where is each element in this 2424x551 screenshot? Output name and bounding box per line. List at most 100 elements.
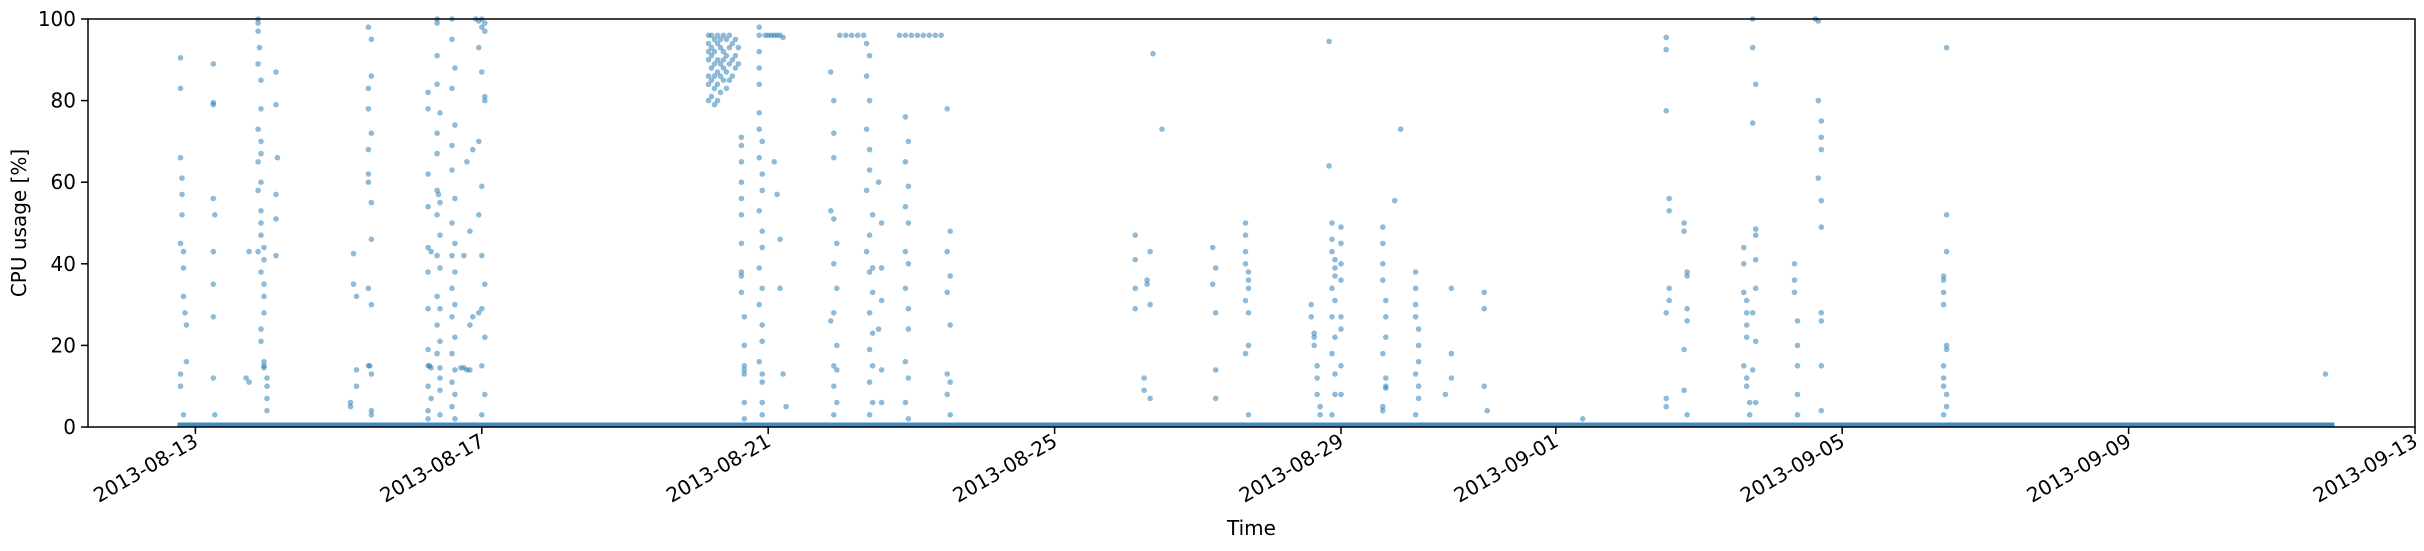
data-point (866, 52, 873, 59)
data-point (708, 32, 715, 39)
data-point (1212, 265, 1219, 271)
data-point (947, 379, 953, 385)
data-point (1383, 297, 1389, 304)
data-point (863, 126, 870, 132)
data-point (1332, 256, 1338, 263)
data-point (828, 318, 834, 324)
data-point (1743, 383, 1750, 390)
data-point (1332, 297, 1338, 304)
data-point (756, 110, 762, 116)
data-point (729, 57, 736, 63)
data-point (452, 416, 458, 422)
y-tick-label: 40 (51, 252, 76, 276)
data-point (449, 285, 455, 292)
data-point (1663, 46, 1669, 53)
data-point (1397, 126, 1404, 132)
data-point (425, 407, 431, 414)
data-point (425, 269, 431, 275)
data-point (425, 383, 431, 390)
data-point (179, 191, 185, 198)
data-point (434, 252, 440, 259)
data-point (452, 122, 458, 128)
data-point (1141, 387, 1147, 394)
data-point (1338, 314, 1344, 320)
data-point (1741, 363, 1747, 369)
data-point (212, 212, 218, 218)
data-point (1743, 297, 1750, 304)
data-point (831, 310, 837, 316)
data-point (482, 97, 488, 104)
data-point (738, 142, 745, 149)
data-point (705, 81, 712, 88)
data-point (1684, 269, 1690, 275)
data-point (368, 407, 375, 414)
data-point (1242, 220, 1249, 226)
data-point (425, 89, 431, 96)
data-point (1681, 220, 1687, 226)
data-point (759, 399, 765, 406)
data-point (1380, 277, 1386, 283)
y-tick-label: 20 (51, 333, 76, 357)
data-point (738, 134, 745, 141)
data-point (1147, 395, 1153, 402)
data-point (1794, 342, 1801, 349)
x-axis-label: Time (1226, 516, 1276, 540)
data-point (368, 236, 375, 243)
x-tick-label: 2013-09-05 (1736, 429, 1849, 508)
data-point (1383, 375, 1389, 381)
data-point (1415, 383, 1422, 390)
data-point (479, 69, 485, 75)
data-point (902, 399, 909, 406)
data-point (1749, 44, 1756, 51)
data-point (759, 187, 765, 194)
data-point (210, 101, 217, 108)
data-point (720, 48, 727, 55)
data-point (1943, 212, 1950, 218)
data-point (831, 363, 837, 369)
data-point (723, 85, 730, 92)
data-point (1212, 367, 1219, 373)
data-point (905, 261, 912, 267)
data-point (705, 48, 712, 55)
data-point (908, 32, 915, 39)
data-point (866, 146, 873, 153)
data-point (479, 24, 485, 31)
data-point (711, 48, 718, 55)
data-point (258, 326, 264, 332)
data-point (177, 240, 184, 247)
data-point (1741, 261, 1747, 267)
data-point (368, 412, 375, 418)
data-point (738, 289, 745, 296)
data-point (738, 212, 745, 218)
data-point (210, 195, 217, 202)
data-point (368, 73, 375, 79)
data-point (717, 61, 724, 67)
data-point (1329, 350, 1335, 357)
data-point (1818, 197, 1825, 204)
data-point (437, 412, 443, 418)
data-point (449, 85, 455, 92)
data-point (1329, 248, 1335, 255)
data-point (741, 399, 748, 406)
data-point (1329, 236, 1335, 243)
data-point (1332, 371, 1338, 377)
data-point (258, 138, 264, 145)
data-point (437, 305, 443, 312)
data-point (723, 36, 730, 43)
data-point (437, 375, 443, 381)
data-point (1749, 310, 1756, 316)
data-point (863, 40, 870, 47)
data-point (860, 32, 867, 39)
data-point (437, 110, 443, 116)
data-point (1242, 248, 1249, 255)
data-point (1741, 244, 1747, 251)
data-point (759, 379, 765, 385)
x-tick-label: 2013-09-09 (2022, 429, 2135, 508)
data-point (714, 40, 721, 47)
data-point (434, 52, 440, 59)
data-point (905, 305, 912, 312)
data-point (905, 416, 912, 422)
data-point (780, 34, 786, 41)
data-point (1681, 346, 1687, 353)
